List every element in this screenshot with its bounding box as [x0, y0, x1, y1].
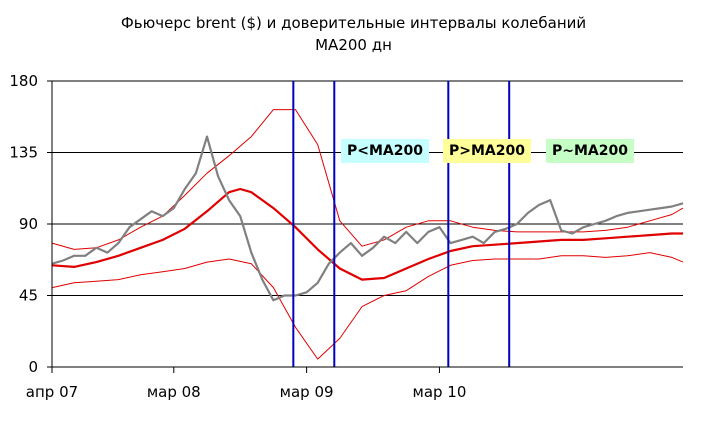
ma200-line: [51, 187, 683, 281]
y-tick-label: 180: [9, 72, 38, 90]
chart-title: Фьючерс brent ($) и доверительные интерв…: [120, 14, 587, 32]
y-tick-label: 0: [28, 358, 38, 376]
marker-layer: [292, 81, 511, 367]
x-tick-label: мар 08: [147, 383, 201, 401]
region-label-near-ma: P~MA200: [546, 139, 634, 163]
x-tick-label: апр 07: [26, 383, 78, 401]
x-tick-label: мар 10: [413, 383, 467, 401]
lower-band-line: [51, 252, 684, 360]
band-layer: [51, 109, 684, 360]
region-label-below-ma: P<MA200: [341, 139, 429, 163]
y-tick-label: 90: [19, 215, 38, 233]
chart-subtitle: MA200 дн: [315, 36, 392, 54]
y-tick-label: 45: [19, 287, 38, 305]
price-line: [51, 135, 684, 302]
region-label-above-ma: P>MA200: [443, 139, 531, 163]
ma-layer: [51, 187, 683, 281]
x-tick-label: мар 09: [280, 383, 334, 401]
axis-layer: 0 45 90 135 180 апр 07 мар 08 мар 09 мар 10: [9, 72, 683, 401]
upper-band-line: [51, 109, 684, 250]
price-layer: [51, 135, 684, 302]
y-tick-label: 135: [9, 144, 38, 162]
